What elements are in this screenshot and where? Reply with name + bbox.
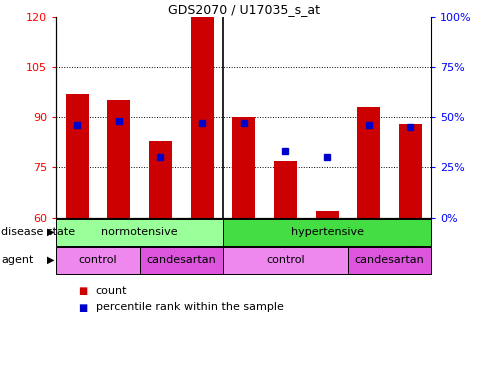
Text: ▶: ▶ [47, 255, 54, 265]
Text: count: count [96, 286, 127, 296]
Bar [140, 247, 223, 274]
Text: control: control [266, 255, 305, 265]
Bar [149, 141, 172, 218]
Text: disease state: disease state [1, 227, 75, 237]
Bar [357, 107, 380, 218]
Bar [223, 219, 431, 246]
Text: candesartan: candesartan [355, 255, 424, 265]
Bar [223, 247, 348, 274]
Text: ■: ■ [78, 303, 88, 312]
Bar [348, 247, 431, 274]
Bar [232, 117, 255, 218]
Text: ▶: ▶ [47, 227, 54, 237]
Bar [107, 100, 130, 218]
Bar [66, 94, 89, 218]
Text: agent: agent [1, 255, 33, 265]
Bar [56, 247, 140, 274]
Text: candesartan: candesartan [147, 255, 216, 265]
Bar [56, 219, 223, 246]
Title: GDS2070 / U17035_s_at: GDS2070 / U17035_s_at [168, 3, 320, 16]
Text: hypertensive: hypertensive [291, 227, 364, 237]
Bar [399, 124, 422, 218]
Text: normotensive: normotensive [101, 227, 178, 237]
Text: control: control [79, 255, 117, 265]
Bar [274, 160, 297, 218]
Text: ■: ■ [78, 286, 88, 296]
Bar [191, 17, 214, 217]
Text: percentile rank within the sample: percentile rank within the sample [96, 303, 283, 312]
Bar [316, 211, 339, 218]
